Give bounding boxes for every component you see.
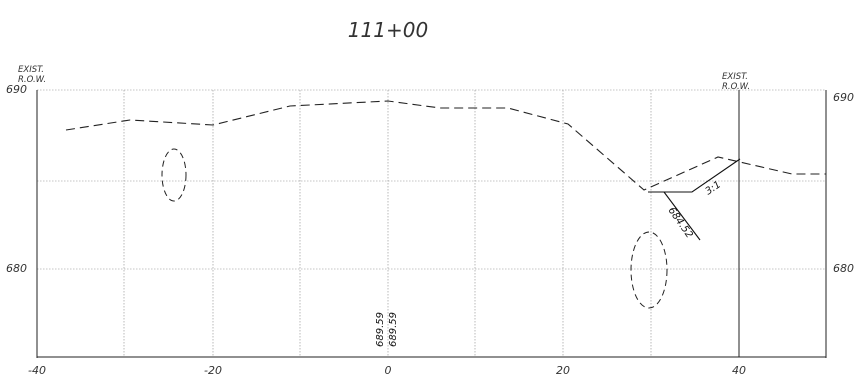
right-row-label-line2: R.O.W. (722, 82, 750, 92)
frame (36, 90, 827, 358)
elevation-leader-line (663, 191, 701, 241)
y-tick-right-680: 680 (833, 262, 854, 275)
right-row-label-line1: EXIST. (722, 72, 748, 82)
dashed-ellipse-left (161, 148, 187, 202)
center-value-2: 689.59 (388, 312, 399, 347)
x-tick-neg40: -40 (28, 364, 46, 377)
x-tick-0: 0 (385, 364, 392, 377)
elevation-label: 684.52 (666, 205, 695, 240)
station-title: 111+00 (348, 18, 428, 42)
center-value-1: 689.59 (375, 312, 386, 347)
left-row-label-line2: R.O.W. (18, 75, 46, 85)
x-tick-20: 20 (556, 364, 570, 377)
y-tick-left-680: 680 (6, 262, 27, 275)
x-tick-40: 40 (732, 364, 746, 377)
existing-ground-line (65, 100, 826, 191)
y-tick-left-690: 690 (6, 83, 27, 96)
y-tick-right-690: 690 (833, 91, 854, 104)
dashed-ellipse-right (630, 231, 668, 309)
design-section-line (648, 158, 741, 193)
grid (37, 89, 826, 357)
x-tick-neg20: -20 (204, 364, 222, 377)
left-row-label-line1: EXIST. (18, 65, 44, 75)
